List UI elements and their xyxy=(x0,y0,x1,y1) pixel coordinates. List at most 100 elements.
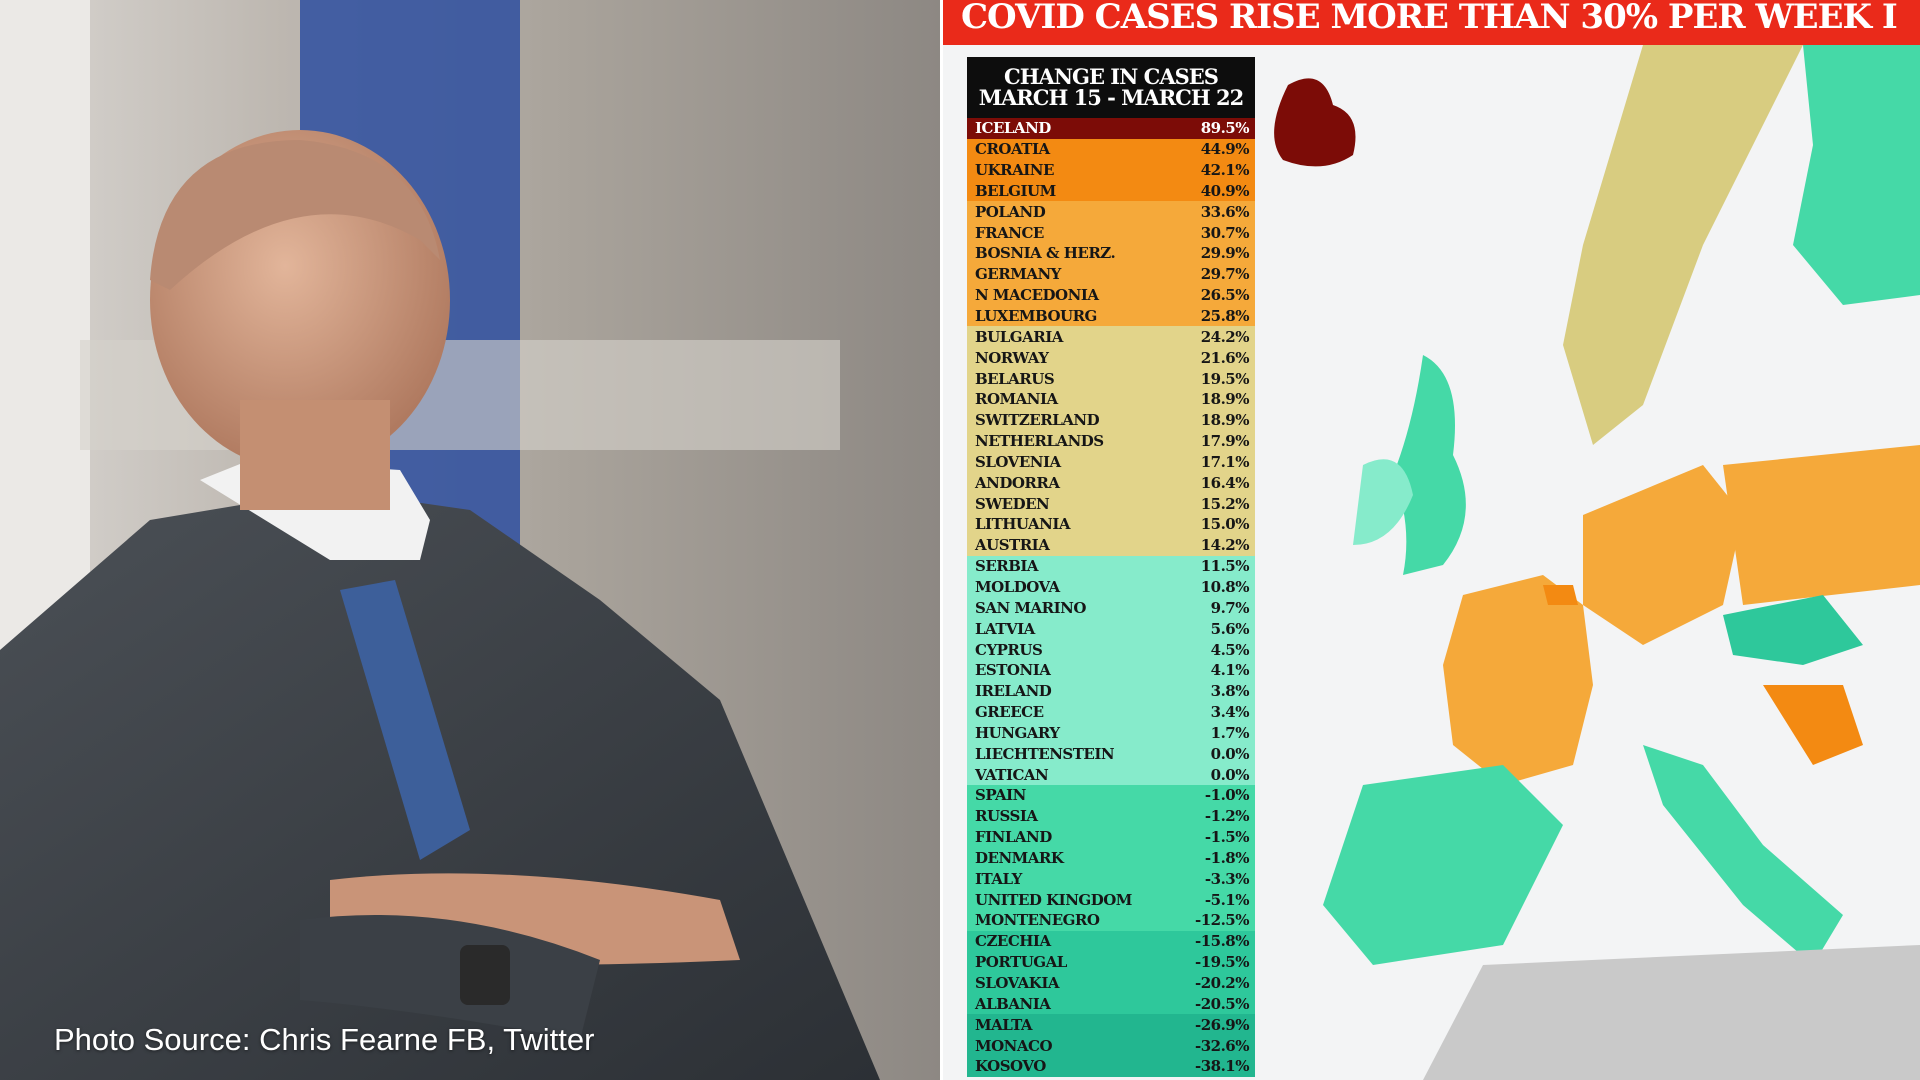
table-row: CROATIA 44.9% xyxy=(967,138,1255,160)
table-row: SWITZERLAND 18.9% xyxy=(967,409,1255,431)
table-row: PORTUGAL -19.5% xyxy=(967,951,1255,973)
change-value: -1.2% xyxy=(1204,807,1250,826)
table-row: UNITED KINGDOM -5.1% xyxy=(967,889,1255,911)
change-value: 44.9% xyxy=(1200,140,1250,159)
change-value: 29.7% xyxy=(1200,265,1250,284)
country-name: CYPRUS xyxy=(975,640,1043,659)
table-row: SERBIA 11.5% xyxy=(967,555,1255,577)
change-value: 15.0% xyxy=(1200,515,1250,534)
table-row: LITHUANIA 15.0% xyxy=(967,514,1255,535)
map-belgium xyxy=(1543,585,1578,605)
table-row: DENMARK -1.8% xyxy=(967,847,1255,869)
table-row: IRELAND 3.8% xyxy=(967,680,1255,702)
change-value: -3.3% xyxy=(1204,869,1250,888)
change-value: -20.2% xyxy=(1194,974,1250,993)
country-name: ANDORRA xyxy=(975,473,1060,492)
change-value: 9.7% xyxy=(1210,598,1250,617)
change-value: -19.5% xyxy=(1194,953,1250,972)
country-name: SAN MARINO xyxy=(975,598,1086,617)
change-value: 10.8% xyxy=(1200,577,1250,596)
table-row: SLOVAKIA -20.2% xyxy=(967,972,1255,994)
change-value: 16.4% xyxy=(1200,473,1250,492)
country-name: CZECHIA xyxy=(975,932,1051,951)
change-value: 0.0% xyxy=(1210,744,1250,763)
country-name: FRANCE xyxy=(975,223,1044,242)
map-iceland xyxy=(1274,78,1356,167)
table-row: ANDORRA 16.4% xyxy=(967,472,1255,494)
country-name: LATVIA xyxy=(975,619,1035,638)
table-row: ALBANIA -20.5% xyxy=(967,993,1255,1015)
change-value: -38.1% xyxy=(1194,1057,1250,1076)
country-name: BULGARIA xyxy=(975,327,1063,346)
table-row: ROMANIA 18.9% xyxy=(967,388,1255,410)
headline-banner: COVID CASES RISE MORE THAN 30% PER WEEK … xyxy=(943,0,1920,45)
change-value: 18.9% xyxy=(1200,390,1250,409)
change-value: 26.5% xyxy=(1200,286,1250,305)
table-row: FRANCE 30.7% xyxy=(967,222,1255,244)
change-value: -32.6% xyxy=(1194,1036,1250,1055)
map-north-africa xyxy=(1423,945,1920,1080)
covid-infographic: COVID CASES RISE MORE THAN 30% PER WEEK … xyxy=(943,0,1920,1080)
country-name: GREECE xyxy=(975,703,1044,722)
change-value: 89.5% xyxy=(1200,119,1250,138)
table-row: MALTA -26.9% xyxy=(967,1014,1255,1036)
table-row: LATVIA 5.6% xyxy=(967,618,1255,640)
country-name: LUXEMBOURG xyxy=(975,307,1097,326)
map-france xyxy=(1443,575,1593,785)
table-row: KOSOVO -38.1% xyxy=(967,1055,1255,1077)
country-name: RUSSIA xyxy=(975,807,1038,826)
change-value: -1.8% xyxy=(1204,848,1250,867)
change-value: 29.9% xyxy=(1200,244,1250,263)
map-east xyxy=(1723,445,1920,605)
table-row: BELGIUM 40.9% xyxy=(967,180,1255,202)
country-name: CROATIA xyxy=(975,140,1050,159)
table-row: ITALY -3.3% xyxy=(967,868,1255,890)
map-finland xyxy=(1793,45,1920,305)
table-row: SAN MARINO 9.7% xyxy=(967,597,1255,619)
country-name: ESTONIA xyxy=(975,661,1051,680)
change-value: 18.9% xyxy=(1200,411,1250,430)
table-row: SWEDEN 15.2% xyxy=(967,493,1255,515)
table-title-line2: MARCH 15 - MARCH 22 xyxy=(978,85,1245,110)
country-name: NETHERLANDS xyxy=(975,432,1104,451)
table-body: ICELAND 89.5% CROATIA 44.9% UKRAINE 42.1% BELG… xyxy=(967,118,1255,1077)
table-row: BULGARIA 24.2% xyxy=(967,326,1255,348)
change-value: 24.2% xyxy=(1200,327,1250,346)
map-italy xyxy=(1643,745,1843,965)
country-name: ALBANIA xyxy=(975,994,1051,1013)
change-value: 15.2% xyxy=(1200,494,1250,513)
change-value: 25.8% xyxy=(1200,307,1250,326)
table-row: CZECHIA -15.8% xyxy=(967,930,1255,952)
change-value: 42.1% xyxy=(1200,161,1250,180)
change-value: 0.0% xyxy=(1210,765,1250,784)
change-value: -12.5% xyxy=(1194,911,1250,930)
photo-source-caption: Photo Source: Chris Fearne FB, Twitter xyxy=(54,1022,595,1057)
table-row: LUXEMBOURG 25.8% xyxy=(967,305,1255,327)
country-name: BELARUS xyxy=(975,369,1055,388)
table-header: CHANGE IN CASES MARCH 15 - MARCH 22 xyxy=(967,57,1255,118)
country-name: GERMANY xyxy=(975,265,1061,284)
table-row: GREECE 3.4% xyxy=(967,701,1255,723)
table-row: SLOVENIA 17.1% xyxy=(967,451,1255,473)
change-value: 40.9% xyxy=(1200,181,1250,200)
portrait-photo: Photo Source: Chris Fearne FB, Twitter xyxy=(0,0,940,1080)
country-name: ITALY xyxy=(975,869,1022,888)
table-row: MONTENEGRO -12.5% xyxy=(967,910,1255,931)
country-name: LITHUANIA xyxy=(975,515,1071,534)
country-name: ICELAND xyxy=(975,119,1051,138)
table-row: UKRAINE 42.1% xyxy=(967,159,1255,181)
table-row: RUSSIA -1.2% xyxy=(967,805,1255,827)
table-row: HUNGARY 1.7% xyxy=(967,722,1255,744)
country-name: SWITZERLAND xyxy=(975,411,1100,430)
change-value: -1.0% xyxy=(1204,786,1250,805)
table-row: MOLDOVA 10.8% xyxy=(967,576,1255,598)
table-row: N MACEDONIA 26.5% xyxy=(967,284,1255,306)
change-value: 4.5% xyxy=(1210,640,1250,659)
change-value: 21.6% xyxy=(1200,348,1250,367)
table-row: LIECHTENSTEIN 0.0% xyxy=(967,743,1255,765)
table-row: FINLAND -1.5% xyxy=(967,826,1255,848)
map-balkans xyxy=(1763,685,1863,765)
country-name: PORTUGAL xyxy=(975,953,1067,972)
table-row: AUSTRIA 14.2% xyxy=(967,534,1255,556)
country-name: MONACO xyxy=(975,1036,1053,1055)
